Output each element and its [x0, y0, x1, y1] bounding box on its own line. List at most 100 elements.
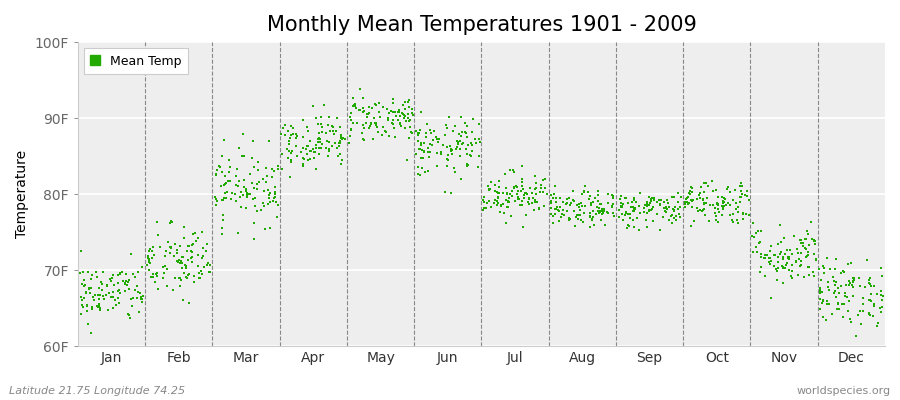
Point — [619, 208, 634, 215]
Point — [307, 155, 321, 162]
Point — [783, 247, 797, 253]
Point — [359, 120, 374, 126]
Point — [794, 262, 808, 268]
Point — [418, 169, 432, 175]
Point — [338, 135, 352, 142]
Point — [646, 197, 661, 204]
Point — [310, 120, 325, 127]
Point — [583, 224, 598, 230]
Point — [499, 197, 513, 203]
Point — [219, 180, 233, 186]
Point — [86, 294, 100, 300]
Point — [454, 176, 468, 182]
Point — [356, 136, 370, 142]
Point — [174, 276, 188, 283]
Point — [846, 278, 860, 285]
Point — [820, 298, 834, 304]
Point — [685, 188, 699, 195]
Point — [805, 236, 819, 242]
Point — [487, 200, 501, 206]
Point — [842, 316, 857, 322]
Point — [837, 269, 851, 276]
Point — [84, 276, 98, 282]
Point — [181, 256, 195, 263]
Point — [864, 291, 878, 297]
Point — [480, 200, 494, 206]
Point — [519, 190, 534, 197]
Point — [875, 297, 889, 304]
Point — [595, 206, 609, 212]
Point — [392, 121, 407, 127]
Point — [862, 280, 877, 286]
Point — [243, 191, 257, 198]
Point — [802, 242, 816, 248]
Point — [544, 211, 558, 217]
Point — [122, 276, 137, 283]
Point — [691, 192, 706, 199]
Point — [735, 211, 750, 217]
Point — [506, 167, 520, 173]
Point — [829, 256, 843, 262]
Point — [77, 282, 92, 288]
Point — [449, 144, 464, 150]
Point — [621, 222, 635, 228]
Point — [447, 165, 462, 172]
Point — [402, 117, 417, 124]
Point — [406, 112, 420, 118]
Point — [845, 284, 859, 290]
Point — [522, 194, 536, 201]
Point — [312, 139, 327, 146]
Point — [753, 268, 768, 275]
Point — [662, 204, 677, 211]
Point — [233, 194, 248, 200]
Point — [163, 244, 177, 250]
Point — [122, 312, 137, 318]
Point — [816, 298, 831, 304]
Point — [626, 204, 641, 211]
Point — [642, 201, 656, 208]
Point — [734, 188, 749, 194]
Point — [445, 146, 459, 153]
Point — [429, 150, 444, 157]
Point — [682, 188, 697, 194]
Point — [479, 204, 493, 211]
Point — [620, 225, 634, 231]
Point — [510, 184, 525, 190]
Point — [760, 252, 774, 258]
Point — [513, 202, 527, 209]
Point — [667, 194, 681, 200]
Point — [623, 215, 637, 221]
Point — [563, 202, 578, 208]
Point — [237, 130, 251, 137]
Point — [396, 111, 410, 118]
Point — [216, 212, 230, 219]
Point — [184, 254, 199, 260]
Point — [627, 197, 642, 203]
Point — [144, 274, 158, 280]
Point — [711, 194, 725, 200]
Point — [576, 210, 590, 216]
Point — [176, 260, 190, 266]
Point — [448, 169, 463, 176]
Point — [731, 208, 745, 215]
Point — [685, 185, 699, 192]
Point — [95, 281, 110, 288]
Point — [181, 272, 195, 278]
Point — [322, 147, 337, 154]
Point — [659, 204, 673, 210]
Point — [392, 112, 407, 119]
Point — [876, 293, 890, 299]
Point — [733, 199, 747, 205]
Point — [122, 286, 136, 293]
Point — [684, 184, 698, 190]
Point — [496, 190, 510, 196]
Point — [146, 271, 160, 278]
Point — [281, 154, 295, 161]
Point — [785, 261, 799, 268]
Point — [560, 200, 574, 206]
Point — [710, 201, 724, 207]
Point — [493, 209, 508, 216]
Point — [620, 200, 634, 206]
Point — [184, 249, 199, 255]
Point — [491, 198, 505, 204]
